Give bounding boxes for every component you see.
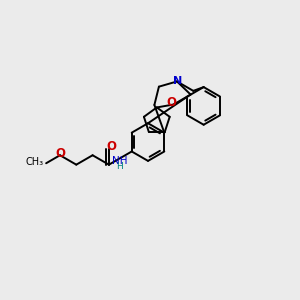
Text: O: O [107, 140, 117, 153]
Text: N: N [173, 76, 183, 86]
Text: H: H [116, 163, 123, 172]
Text: O: O [167, 96, 176, 109]
Text: O: O [55, 147, 65, 160]
Text: NH: NH [112, 156, 127, 166]
Text: CH₃: CH₃ [25, 157, 43, 167]
